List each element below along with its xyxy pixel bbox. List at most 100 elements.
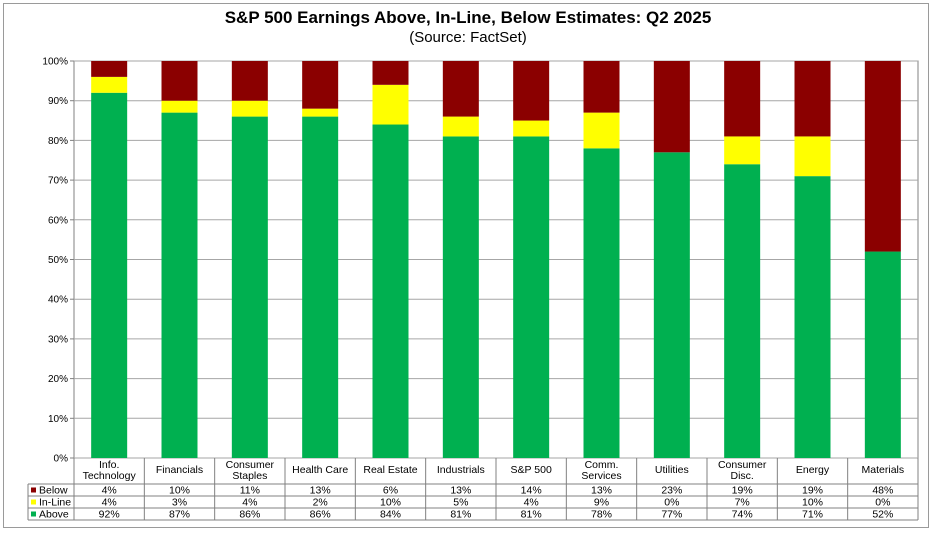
bar-below [653,61,690,153]
bar-inline [231,100,268,117]
category-label: Consumer Disc. [718,459,767,482]
category-label: Real Estate [363,464,417,476]
category-label: Consumer Staples [226,459,275,482]
bar-inline [513,120,550,137]
table-cell: 7% [735,497,750,509]
bar-inline [372,84,409,125]
table-cell: 84% [380,509,401,521]
table-cell: 9% [594,497,609,509]
bar-above [302,116,339,458]
bar-below [372,61,409,85]
bar-below [724,61,761,137]
category-label: Info. Technology [83,459,137,482]
legend-key-inline [31,499,36,505]
table-cell: 74% [732,509,753,521]
bar-below [302,61,339,109]
category-label: S&P 500 [511,464,552,476]
table-cell: 4% [102,485,117,497]
table-cell: 10% [380,497,401,509]
table-cell: 13% [591,485,612,497]
bar-above [442,136,479,458]
category-label: Energy [796,464,830,476]
table-cell: 10% [169,485,190,497]
bar-below [513,61,550,121]
table-cell: 11% [240,485,260,497]
bar-above [91,92,128,458]
bar-below [91,61,128,77]
category-label: Comm. Services [581,459,621,482]
bar-inline [161,100,198,113]
table-cell: 10% [802,497,823,509]
category-label: Utilities [655,464,689,476]
legend-key-above [31,511,36,517]
table-cell: 77% [661,509,682,521]
y-tick-label: 70% [48,176,68,187]
bar-below [794,61,831,137]
row-label: Below [39,485,68,497]
y-tick-label: 40% [48,295,68,306]
bar-inline [302,108,339,117]
chart-subtitle: (Source: FactSet) [409,29,527,46]
table-cell: 81% [521,509,542,521]
bar-above [372,124,409,459]
y-tick-label: 10% [48,414,68,425]
table-cell: 71% [802,509,823,521]
bar-above [794,176,831,458]
table-cell: 13% [450,485,471,497]
bar-inline [442,116,479,137]
table-cell: 5% [453,497,468,509]
row-label: In-Line [39,497,71,509]
y-tick-label: 80% [48,136,68,147]
category-label: Financials [156,464,203,476]
bar-inline [724,136,761,165]
table-cell: 0% [664,497,679,509]
y-tick-label: 50% [48,255,68,266]
category-label: Industrials [437,464,485,476]
table-cell: 3% [172,497,187,509]
table-cell: 13% [310,485,331,497]
bar-inline [794,136,831,177]
table-cell: 81% [450,509,471,521]
y-tick-label: 60% [48,215,68,226]
bar-below [161,61,198,101]
bar-above [864,251,901,458]
bar-below [583,61,620,113]
table-cell: 86% [239,509,260,521]
table-cell: 86% [310,509,331,521]
y-tick-label: 20% [48,374,68,385]
bar-above [724,164,761,458]
legend-key-below [31,487,36,493]
y-tick-label: 90% [48,96,68,107]
y-tick-label: 0% [54,454,69,465]
table-cell: 19% [732,485,753,497]
bar-below [864,61,901,252]
table-cell: 78% [591,509,612,521]
table-cell: 23% [661,485,682,497]
category-label: Materials [862,464,905,476]
bar-below [442,61,479,117]
table-cell: 2% [313,497,328,509]
bar-above [583,148,620,458]
table-cell: 92% [99,509,120,521]
y-tick-label: 30% [48,334,68,345]
table-cell: 14% [521,485,542,497]
row-label: Above [39,509,69,521]
bar-inline [583,112,620,149]
bar-above [161,112,198,459]
table-cell: 87% [169,509,190,521]
bar-above [231,116,268,458]
bar-above [653,152,690,458]
bar-below [231,61,268,101]
table-cell: 52% [872,509,893,521]
chart-title: S&P 500 Earnings Above, In-Line, Below E… [224,8,712,27]
table-cell: 4% [242,497,257,509]
table-cell: 0% [875,497,890,509]
y-tick-label: 100% [42,57,68,68]
table-cell: 4% [102,497,117,509]
bar-inline [91,76,128,93]
table-cell: 48% [872,485,893,497]
bar-above [513,136,550,458]
category-label: Health Care [292,464,348,476]
table-cell: 4% [524,497,539,509]
